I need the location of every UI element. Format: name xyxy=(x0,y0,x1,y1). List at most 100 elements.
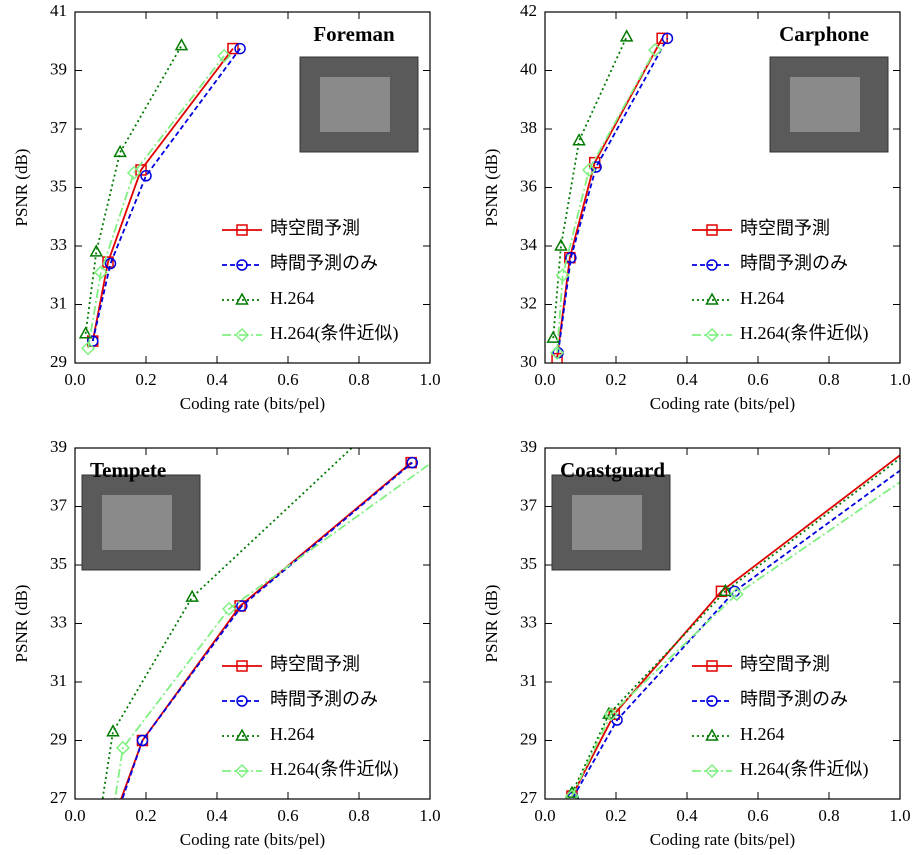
series-line xyxy=(93,49,240,342)
y-tick-label: 35 xyxy=(520,554,537,573)
y-tick-label: 35 xyxy=(50,554,67,573)
y-axis-label: PSNR (dB) xyxy=(12,585,31,663)
y-tick-label: 27 xyxy=(520,788,538,807)
x-tick-label: 0.0 xyxy=(64,370,85,389)
chart-title: Carphone xyxy=(779,22,869,46)
x-tick-label: 0.0 xyxy=(534,806,555,825)
x-axis-label: Coding rate (bits/pel) xyxy=(650,830,795,849)
legend-label: 時空間予測 xyxy=(270,218,360,238)
x-tick-label: 0.4 xyxy=(676,806,698,825)
y-tick-label: 33 xyxy=(50,612,67,631)
y-tick-label: 31 xyxy=(50,671,67,690)
marker xyxy=(442,445,454,457)
plot-area xyxy=(80,40,245,355)
x-tick-label: 0.6 xyxy=(277,806,298,825)
marker xyxy=(176,40,187,50)
video-thumbnail-detail xyxy=(320,77,390,132)
x-tick-label: 1.0 xyxy=(889,806,910,825)
legend-label: H.264(条件近似) xyxy=(740,323,869,344)
legend-label: 時間予測のみ xyxy=(270,253,378,273)
y-tick-label: 33 xyxy=(50,235,67,254)
x-tick-label: 0.4 xyxy=(676,370,698,389)
video-thumbnail-detail xyxy=(790,77,860,132)
x-tick-label: 0.4 xyxy=(206,370,228,389)
marker xyxy=(237,294,248,304)
legend-label: 時間予測のみ xyxy=(740,689,848,709)
x-tick-label: 0.0 xyxy=(534,370,555,389)
y-tick-label: 40 xyxy=(520,59,537,78)
y-tick-label: 39 xyxy=(50,437,67,456)
legend-label: H.264(条件近似) xyxy=(270,759,399,780)
x-tick-label: 0.2 xyxy=(135,806,156,825)
video-thumbnail-detail xyxy=(572,495,642,550)
marker xyxy=(106,823,116,833)
x-tick-label: 0.8 xyxy=(818,370,839,389)
x-tick-label: 0.6 xyxy=(747,806,768,825)
marker xyxy=(237,730,248,740)
y-tick-label: 33 xyxy=(520,612,537,631)
legend-label: 時空間予測 xyxy=(740,654,830,674)
x-tick-label: 0.8 xyxy=(348,370,369,389)
legend-label: H.264 xyxy=(740,288,785,308)
x-tick-label: 1.0 xyxy=(419,806,440,825)
legend-label: H.264 xyxy=(270,724,315,744)
legend-label: 時空間予測 xyxy=(270,654,360,674)
x-axis-label: Coding rate (bits/pel) xyxy=(650,394,795,413)
marker xyxy=(187,591,198,601)
y-tick-label: 39 xyxy=(50,59,67,78)
x-tick-label: 0.6 xyxy=(747,370,768,389)
marker xyxy=(621,31,632,41)
marker xyxy=(707,294,718,304)
y-axis-label: PSNR (dB) xyxy=(12,149,31,227)
y-tick-label: 36 xyxy=(520,176,537,195)
x-tick-label: 0.2 xyxy=(605,370,626,389)
marker xyxy=(371,419,382,429)
marker xyxy=(555,240,566,250)
y-tick-label: 41 xyxy=(50,1,67,20)
legend-label: 時空間予測 xyxy=(740,218,830,238)
x-tick-label: 0.2 xyxy=(605,806,626,825)
chart-panel: 0.00.20.40.60.81.030323436384042Coding r… xyxy=(482,1,911,413)
x-tick-label: 0.2 xyxy=(135,370,156,389)
y-tick-label: 38 xyxy=(520,118,537,137)
y-tick-label: 34 xyxy=(520,235,538,254)
y-axis-label: PSNR (dB) xyxy=(482,149,501,227)
y-tick-label: 37 xyxy=(50,118,68,137)
chart-title: Coastguard xyxy=(560,458,665,482)
x-tick-label: 0.6 xyxy=(277,370,298,389)
x-tick-label: 0.8 xyxy=(818,806,839,825)
y-tick-label: 27 xyxy=(50,788,68,807)
y-tick-label: 42 xyxy=(520,1,537,20)
video-thumbnail-detail xyxy=(102,495,172,550)
figure: 0.0 0.2 0.4 0.6 0.8 1.0 29 31 33 35 37 39 41 Coding r… xyxy=(0,0,913,855)
y-tick-label: 39 xyxy=(520,437,537,456)
legend-label: H.264 xyxy=(740,724,785,744)
y-tick-label: 32 xyxy=(520,293,537,312)
y-tick-label: 30 xyxy=(520,352,537,371)
marker xyxy=(107,823,117,833)
y-axis-label: PSNR (dB) xyxy=(482,585,501,663)
x-axis-label: Coding rate (bits/pel) xyxy=(180,394,325,413)
legend-label: H.264(条件近似) xyxy=(740,759,869,780)
series-line xyxy=(557,38,662,358)
legend-label: 時間予測のみ xyxy=(270,689,378,709)
marker xyxy=(93,822,104,832)
legend-label: H.264 xyxy=(270,288,315,308)
marker xyxy=(105,822,117,834)
x-tick-label: 0.8 xyxy=(348,806,369,825)
marker xyxy=(707,730,718,740)
series-line xyxy=(93,49,233,342)
series-line xyxy=(557,50,655,353)
legend-label: 時間予測のみ xyxy=(740,253,848,273)
x-tick-label: 0.4 xyxy=(206,806,228,825)
y-tick-label: 29 xyxy=(50,729,67,748)
chart-title: Foreman xyxy=(313,22,395,46)
legend-label: H.264(条件近似) xyxy=(270,323,399,344)
plot-area xyxy=(548,31,673,364)
y-tick-label: 29 xyxy=(50,352,67,371)
y-tick-label: 31 xyxy=(520,671,537,690)
series-line xyxy=(558,38,667,352)
